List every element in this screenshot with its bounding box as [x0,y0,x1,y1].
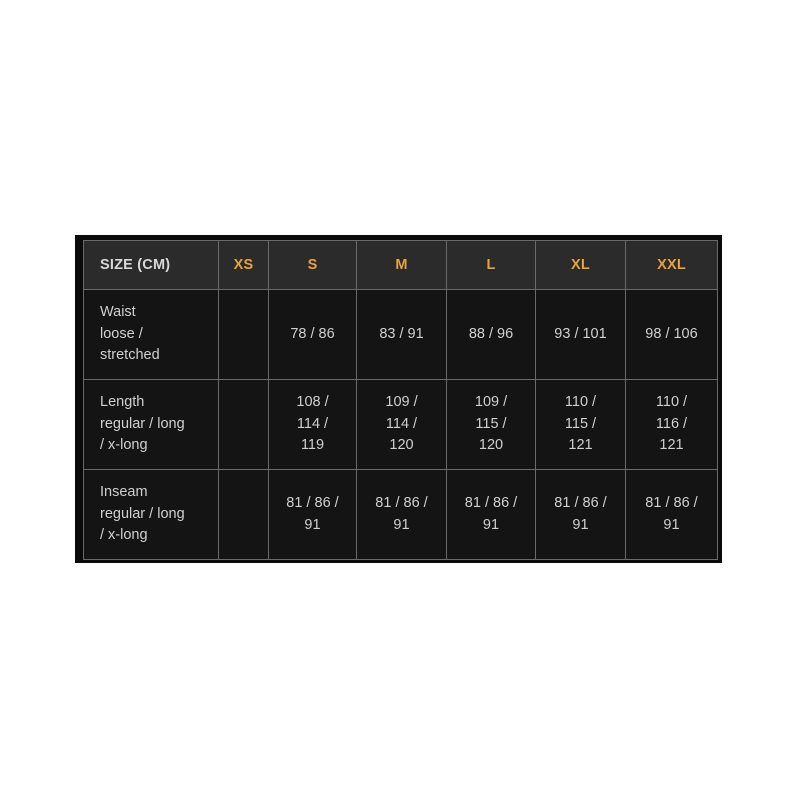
cell-length-xxl: 110 /116 /121 [625,379,718,470]
column-header-xl: XL [535,240,626,290]
column-header-xxl: XXL [625,240,718,290]
cell-waist-xl: 93 / 101 [535,289,626,380]
column-header-s: S [268,240,357,290]
row-label-waist: Waist loose / stretched [83,289,219,380]
cell-waist-xxl: 98 / 106 [625,289,718,380]
cell-length-xs [218,379,269,470]
table-header: SIZE (CM) XS S M L XL XXL [83,240,718,290]
cell-length-s: 108 /114 /119 [268,379,357,470]
row-label-length: Length regular / long / x-long [83,379,219,470]
table-body: Waist loose / stretched 78 / 86 83 / 91 88… [83,289,718,560]
row-label-inseam: Inseam regular / long / x-long [83,469,219,560]
cell-inseam-xxl: 81 / 86 /91 [625,469,718,560]
cell-waist-l: 88 / 96 [446,289,536,380]
column-header-size-cm: SIZE (CM) [83,240,219,290]
cell-length-m: 109 /114 /120 [356,379,447,470]
cell-inseam-xs [218,469,269,560]
cell-waist-m: 83 / 91 [356,289,447,380]
size-chart-panel: SIZE (CM) XS S M L XL XXL Waist loose / st… [75,235,722,563]
cell-length-xl: 110 /115 /121 [535,379,626,470]
column-header-l: L [446,240,536,290]
cell-length-l: 109 /115 /120 [446,379,536,470]
table-row: Waist loose / stretched 78 / 86 83 / 91 88… [83,289,718,380]
cell-inseam-l: 81 / 86 /91 [446,469,536,560]
cell-inseam-xl: 81 / 86 /91 [535,469,626,560]
cell-waist-xs [218,289,269,380]
cell-waist-s: 78 / 86 [268,289,357,380]
header-row: SIZE (CM) XS S M L XL XXL [83,240,718,290]
table-row: Length regular / long / x-long 108 /114 /1… [83,379,718,470]
size-chart-table: SIZE (CM) XS S M L XL XXL Waist loose / st… [83,240,718,560]
cell-inseam-s: 81 / 86 /91 [268,469,357,560]
column-header-m: M [356,240,447,290]
column-header-xs: XS [218,240,269,290]
table-row: Inseam regular / long / x-long 81 / 86 /91… [83,469,718,560]
cell-inseam-m: 81 / 86 /91 [356,469,447,560]
